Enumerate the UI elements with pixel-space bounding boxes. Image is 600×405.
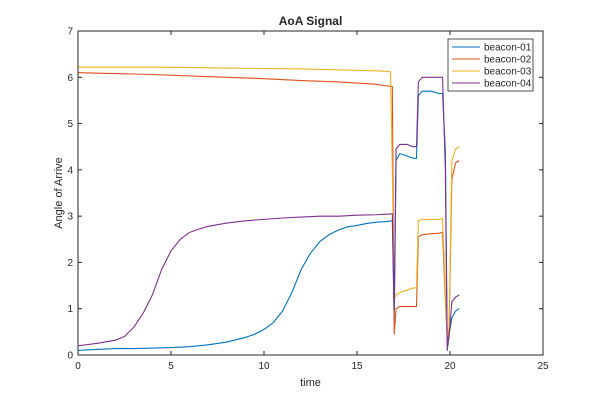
x-axis-label: time [300,377,321,389]
x-tick-label: 5 [168,361,174,372]
x-tick-label: 10 [258,361,270,372]
legend-box [447,38,534,92]
legend-entry-beacon-02: beacon-02 [452,55,532,66]
y-tick-label: 6 [67,73,73,84]
series-line-beacon-04 [77,76,460,351]
y-tick-label: 3 [67,212,73,223]
ticks-layer: 0 5 10 15 20 25 0 1 2 3 4 5 6 7 [67,27,549,373]
y-tick-label: 2 [67,258,73,269]
legend-label-beacon-04: beacon-04 [484,79,532,90]
x-tick-label: 25 [537,361,549,372]
y-axis-label: Angle of Arrive [53,157,65,229]
legend: beacon-01 beacon-02 beacon-03 beacon-04 [447,38,534,92]
plot-frame [77,30,544,356]
legend-entry-beacon-03: beacon-03 [452,67,532,78]
series-line-beacon-03 [78,66,460,338]
series-layer [77,66,460,351]
x-tick-label: 15 [351,361,363,372]
y-tick-label: 0 [67,351,73,362]
y-tick-label: 5 [67,119,73,130]
series-line-beacon-01 [77,90,460,351]
y-tick-label: 1 [67,304,73,315]
legend-entry-beacon-01: beacon-01 [452,43,532,54]
chart-title: AoA Signal [279,14,343,28]
y-tick-label: 4 [67,165,73,176]
legend-label-beacon-01: beacon-01 [484,43,532,54]
legend-label-beacon-02: beacon-02 [484,55,532,66]
legend-label-beacon-03: beacon-03 [484,67,532,78]
legend-entry-beacon-04: beacon-04 [452,79,532,90]
x-tick-label: 0 [75,361,81,372]
y-tick-label: 7 [67,27,73,38]
x-tick-label: 20 [444,361,456,372]
